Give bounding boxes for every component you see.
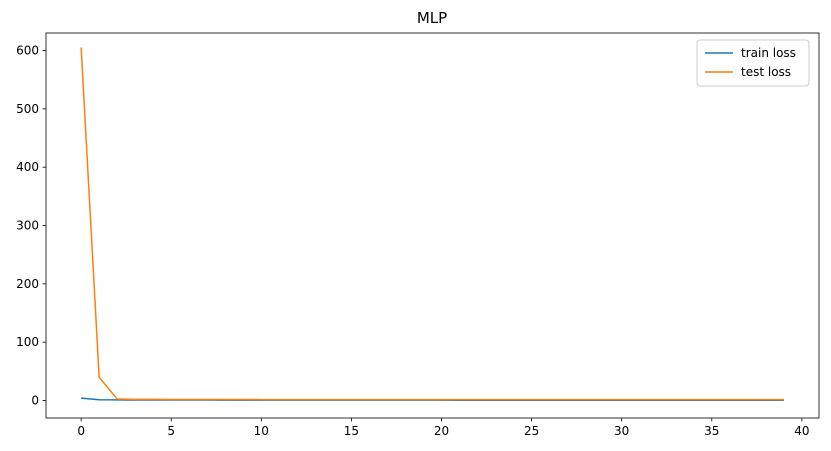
legend-label: train loss — [741, 46, 796, 60]
y-tick-label: 500 — [16, 102, 39, 116]
x-tick-label: 20 — [434, 424, 449, 438]
chart-title: MLP — [417, 9, 447, 27]
x-tick-label: 40 — [794, 424, 809, 438]
series-line-test-loss — [80, 47, 784, 401]
y-tick-label: 200 — [16, 277, 39, 291]
legend: train loss test loss — [696, 39, 810, 87]
y-tick-label: 300 — [16, 219, 39, 233]
x-tick-label: 5 — [167, 424, 175, 438]
x-tick-label: 0 — [77, 424, 85, 438]
legend-label: test loss — [741, 65, 791, 79]
x-tick-label: 30 — [614, 424, 629, 438]
x-tick-label: 10 — [254, 424, 269, 438]
legend-box — [696, 39, 810, 87]
plot-area — [80, 47, 784, 401]
y-tick-label: 100 — [16, 335, 39, 349]
x-tick-label: 25 — [524, 424, 539, 438]
y-tick-label: 600 — [16, 44, 39, 58]
x-tick-label: 35 — [704, 424, 719, 438]
y-tick-label: 400 — [16, 160, 39, 174]
x-tick-label: 15 — [344, 424, 359, 438]
axes-frame — [45, 32, 820, 419]
y-tick-label: 0 — [31, 394, 39, 408]
